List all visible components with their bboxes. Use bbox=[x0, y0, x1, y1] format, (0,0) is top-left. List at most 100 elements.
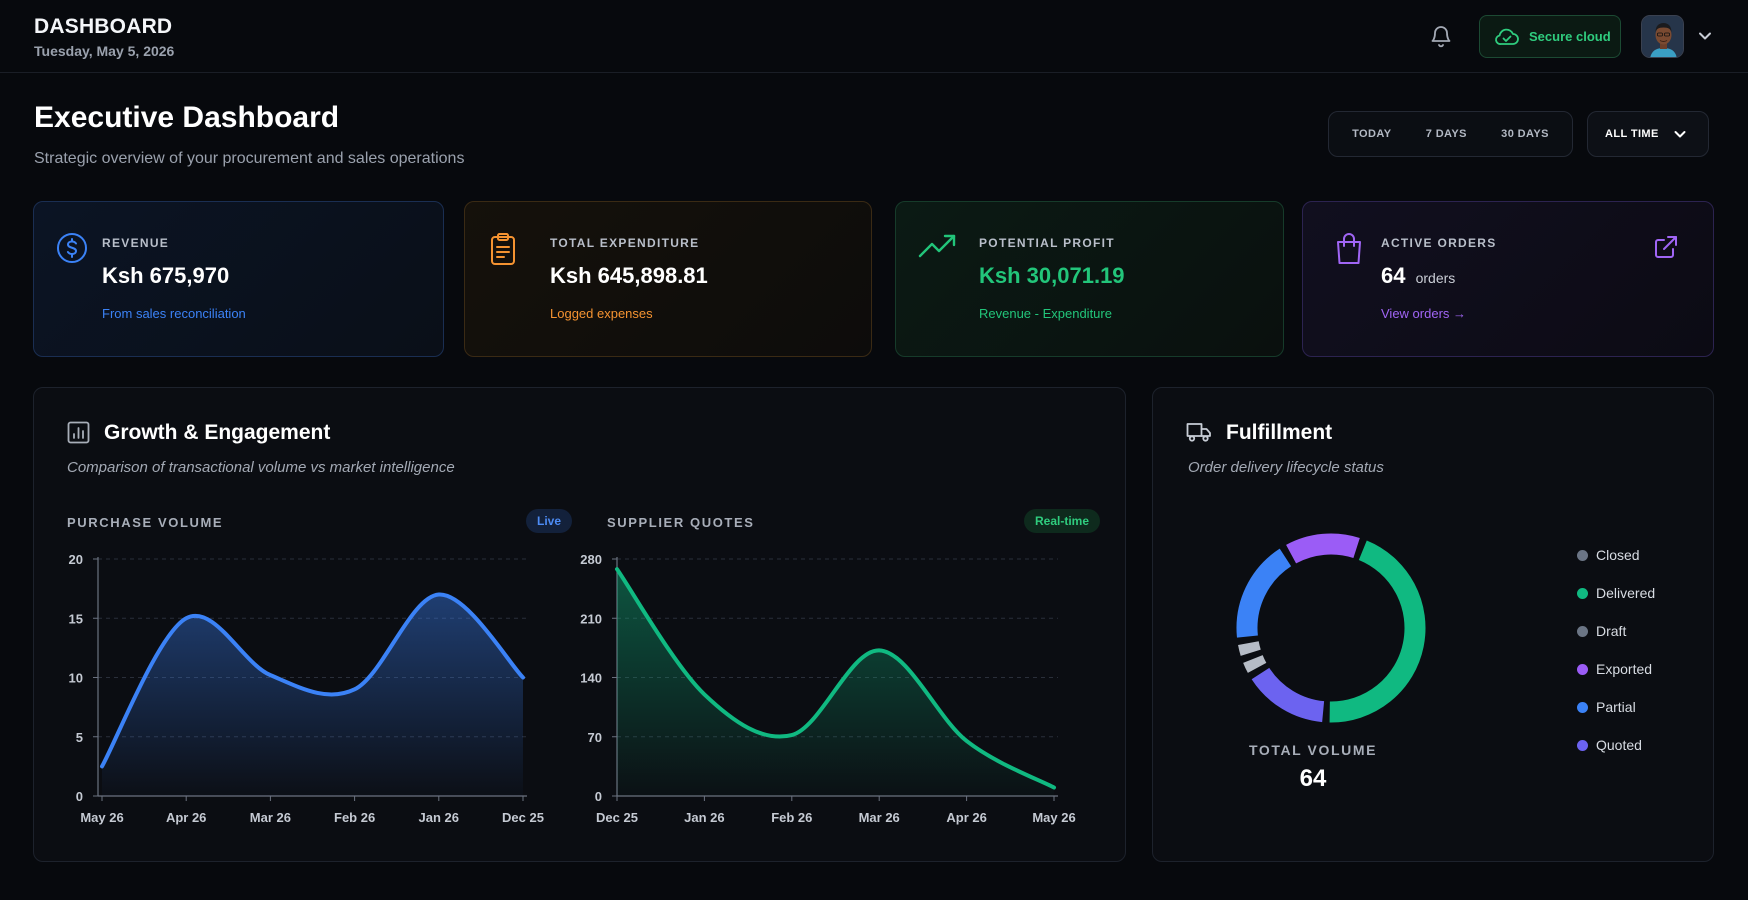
y-tick-label: 210 bbox=[580, 611, 602, 626]
y-tick-label: 0 bbox=[595, 789, 602, 804]
x-tick-label: Apr 26 bbox=[166, 810, 206, 825]
x-tick-label: Feb 26 bbox=[771, 810, 812, 825]
external-link-icon[interactable] bbox=[1653, 234, 1679, 260]
kpi-note: Revenue - Expenditure bbox=[979, 306, 1112, 321]
series-area bbox=[617, 569, 1054, 796]
brand: DASHBOARD Tuesday, May 5, 2026 bbox=[34, 15, 174, 59]
supplier-quotes-label: SUPPLIER QUOTES bbox=[607, 515, 755, 530]
current-date: Tuesday, May 5, 2026 bbox=[34, 43, 175, 59]
kpi-note: From sales reconciliation bbox=[102, 306, 246, 321]
x-tick-label: Mar 26 bbox=[250, 810, 291, 825]
x-tick-label: Dec 25 bbox=[596, 810, 638, 825]
legend-dot bbox=[1577, 739, 1588, 751]
kpi-value: 64 bbox=[1381, 263, 1406, 288]
y-tick-label: 10 bbox=[69, 671, 83, 686]
legend-dot bbox=[1577, 701, 1588, 713]
fulfillment-subtitle: Order delivery lifecycle status bbox=[1188, 459, 1384, 476]
secure-cloud-label: Secure cloud bbox=[1529, 29, 1611, 44]
secure-cloud-badge[interactable]: Secure cloud bbox=[1479, 15, 1621, 58]
page-subtitle: Strategic overview of your procurement a… bbox=[34, 150, 465, 167]
kpi-label: TOTAL EXPENDITURE bbox=[550, 236, 700, 250]
donut-slice-quoted[interactable] bbox=[1251, 667, 1325, 723]
legend-item: Delivered bbox=[1577, 574, 1655, 612]
view-orders-link[interactable]: View orders → bbox=[1381, 306, 1467, 321]
x-tick-label: Jan 26 bbox=[419, 810, 459, 825]
kpi-label: ACTIVE ORDERS bbox=[1381, 236, 1497, 250]
y-tick-label: 280 bbox=[580, 552, 602, 567]
bell-icon[interactable] bbox=[1429, 23, 1453, 49]
live-badge: Live bbox=[526, 509, 573, 533]
legend-label: Delivered bbox=[1596, 585, 1656, 601]
legend-dot bbox=[1577, 663, 1588, 675]
kpi-card-active-orders[interactable]: ACTIVE ORDERS 64 orders View orders → bbox=[1302, 201, 1714, 357]
series-area bbox=[102, 594, 523, 796]
donut-slice-partial[interactable] bbox=[1236, 548, 1292, 638]
page-title: Executive Dashboard bbox=[34, 101, 340, 134]
bar-chart-icon bbox=[67, 421, 90, 444]
legend-item: Exported bbox=[1577, 650, 1655, 688]
y-tick-label: 70 bbox=[588, 730, 602, 745]
legend-label: Draft bbox=[1596, 623, 1627, 639]
series-line[interactable] bbox=[615, 567, 1056, 790]
chevron-down-icon bbox=[1674, 131, 1686, 138]
growth-title: Growth & Engagement bbox=[104, 421, 331, 444]
donut-slice-delivered[interactable] bbox=[1329, 540, 1426, 723]
range-selector: TODAY 7 DAYS 30 DAYS bbox=[1328, 111, 1573, 157]
purchase-volume-chart: 0 5 10 15 20 May 26 Apr 26 Mar 26 Feb 26 Jan 26 De… bbox=[69, 552, 544, 825]
growth-panel: Growth & Engagement Comparison of transa… bbox=[33, 387, 1126, 862]
legend-label: Exported bbox=[1596, 661, 1653, 677]
y-tick-label: 5 bbox=[76, 730, 83, 745]
top-bar: DASHBOARD Tuesday, May 5, 2026 Secure cl… bbox=[0, 0, 1748, 73]
range-7-days-button[interactable]: 7 DAYS bbox=[1425, 128, 1467, 140]
kpi-value: Ksh 30,071.19 bbox=[979, 263, 1125, 288]
fulfillment-title: Fulfillment bbox=[1226, 421, 1333, 444]
x-tick-label: May 26 bbox=[1032, 810, 1075, 825]
kpi-label: POTENTIAL PROFIT bbox=[979, 236, 1115, 250]
fulfillment-donut-chart bbox=[1236, 533, 1426, 723]
kpi-label: REVENUE bbox=[102, 236, 170, 250]
purchase-volume-label: PURCHASE VOLUME bbox=[67, 515, 224, 530]
kpi-card-revenue[interactable]: REVENUE Ksh 675,970 From sales reconcili… bbox=[33, 201, 444, 357]
x-tick-label: May 26 bbox=[80, 810, 123, 825]
all-time-dropdown[interactable]: ALL TIME bbox=[1587, 111, 1709, 157]
y-tick-label: 20 bbox=[69, 552, 83, 567]
legend-item: Draft bbox=[1577, 612, 1655, 650]
shopping-bag-icon bbox=[1337, 233, 1361, 264]
x-tick-label: Apr 26 bbox=[946, 810, 986, 825]
kpi-card-expenditure[interactable]: TOTAL EXPENDITURE Ksh 645,898.81 Logged … bbox=[464, 201, 872, 357]
legend-dot bbox=[1577, 587, 1588, 599]
cloud-check-icon bbox=[1495, 28, 1519, 45]
total-volume-label: TOTAL VOLUME bbox=[1248, 742, 1378, 758]
x-tick-label: Feb 26 bbox=[334, 810, 375, 825]
legend-label: Closed bbox=[1596, 547, 1640, 563]
chevron-down-icon[interactable] bbox=[1697, 28, 1713, 44]
legend-label: Partial bbox=[1596, 699, 1636, 715]
dollar-circle-icon bbox=[57, 233, 87, 263]
clipboard-icon bbox=[491, 233, 515, 265]
legend-item: Quoted bbox=[1577, 726, 1655, 764]
donut-slice-closed[interactable] bbox=[1243, 654, 1267, 673]
kpi-value-unit: orders bbox=[1415, 270, 1456, 286]
x-tick-label: Mar 26 bbox=[859, 810, 900, 825]
x-tick-label: Dec 25 bbox=[502, 810, 544, 825]
y-tick-label: 15 bbox=[69, 611, 83, 626]
kpi-value: Ksh 675,970 bbox=[102, 263, 230, 288]
growth-subtitle: Comparison of transactional volume vs ma… bbox=[67, 459, 455, 476]
donut-slice-exported[interactable] bbox=[1286, 533, 1360, 564]
legend-item: Closed bbox=[1577, 536, 1655, 574]
realtime-badge: Real-time bbox=[1024, 509, 1101, 533]
range-30-days-button[interactable]: 30 DAYS bbox=[1501, 128, 1549, 140]
y-tick-label: 140 bbox=[580, 671, 602, 686]
kpi-value: Ksh 645,898.81 bbox=[550, 263, 708, 288]
supplier-quotes-chart: 0 70 140 210 280 Dec 25 Jan 26 Feb 26 Mar 26 Apr … bbox=[580, 552, 1075, 825]
y-tick-label: 0 bbox=[76, 789, 83, 804]
range-today-button[interactable]: TODAY bbox=[1352, 128, 1392, 140]
x-tick-label: Jan 26 bbox=[684, 810, 724, 825]
legend-dot bbox=[1577, 625, 1588, 637]
total-volume-value: 64 bbox=[1299, 765, 1327, 792]
donut-slice-draft[interactable] bbox=[1238, 641, 1261, 656]
avatar[interactable] bbox=[1641, 15, 1684, 58]
series-line[interactable] bbox=[100, 592, 525, 769]
kpi-card-profit[interactable]: POTENTIAL PROFIT Ksh 30,071.19 Revenue -… bbox=[895, 201, 1284, 357]
avatar-image bbox=[1642, 16, 1683, 57]
